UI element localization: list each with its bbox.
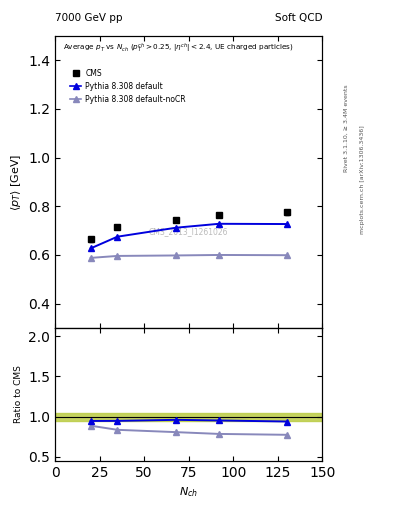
Text: 7000 GeV pp: 7000 GeV pp [55,13,123,23]
Text: Soft QCD: Soft QCD [275,13,322,23]
Text: Average $p_T$ vs $N_{ch}$ ($p_T^{ch}>0.25$, $|\eta^{ch}|<2.4$, UE charged partic: Average $p_T$ vs $N_{ch}$ ($p_T^{ch}>0.2… [63,41,294,55]
Text: CMS_2013_I1261026: CMS_2013_I1261026 [149,227,228,236]
X-axis label: $N_{ch}$: $N_{ch}$ [179,485,198,499]
Bar [55,413,322,420]
Legend: CMS, Pythia 8.308 default, Pythia 8.308 default-noCR: CMS, Pythia 8.308 default, Pythia 8.308 … [67,66,189,106]
Y-axis label: $\langle p_T \rangle$ [GeV]: $\langle p_T \rangle$ [GeV] [9,153,23,210]
Text: mcplots.cern.ch [arXiv:1306.3436]: mcplots.cern.ch [arXiv:1306.3436] [360,125,365,233]
Y-axis label: Ratio to CMS: Ratio to CMS [14,366,23,423]
Text: Rivet 3.1.10, ≥ 3.4M events: Rivet 3.1.10, ≥ 3.4M events [344,84,349,172]
